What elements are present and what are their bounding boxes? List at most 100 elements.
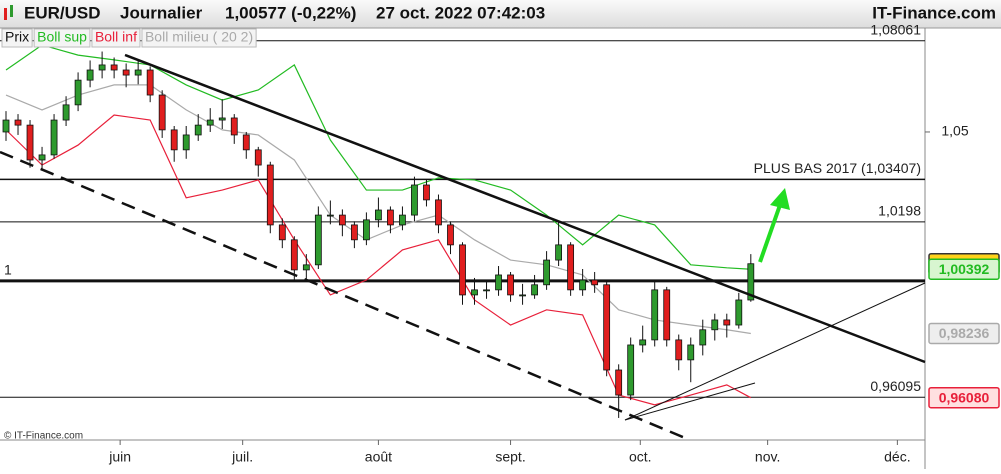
candle-body — [350, 224, 358, 241]
candle-body — [663, 289, 671, 341]
candle-body — [206, 119, 214, 126]
legend-label: Prix — [5, 29, 29, 45]
candle-body — [423, 184, 430, 201]
datetime: 27 oct. 2022 07:42:03 — [376, 3, 545, 22]
candle-body — [687, 344, 695, 361]
footer: © IT-Finance.com — [4, 431, 83, 442]
x-tick-label: août — [365, 449, 392, 465]
y-tick-label: 1,05 — [941, 123, 968, 139]
price-box-label: 1,00392 — [939, 261, 990, 277]
candle-body — [507, 274, 514, 296]
legend-box — [141, 28, 257, 48]
candle-body — [122, 69, 130, 76]
candle-body — [639, 339, 647, 346]
legend-label: Boll inf — [95, 29, 137, 45]
candle-body — [399, 214, 406, 226]
candle-body — [326, 214, 334, 217]
level-label: 1,08061 — [870, 21, 921, 37]
candle-body — [134, 69, 142, 76]
level-label: 1 — [4, 262, 12, 278]
candle-body — [182, 134, 190, 151]
candle-body — [62, 104, 70, 121]
trend-line-thin — [624, 282, 926, 421]
candle-body — [411, 184, 418, 216]
candle-body — [98, 64, 106, 71]
level-label: 0,96095 — [870, 378, 921, 394]
level-label: 1,0198 — [878, 203, 921, 219]
candle-body — [435, 199, 442, 226]
candle-body — [567, 244, 575, 291]
candle-body — [74, 79, 82, 106]
candle-body — [278, 224, 286, 241]
candle-body — [627, 344, 635, 396]
price-box — [928, 322, 1000, 345]
trend-line-thin — [624, 382, 756, 421]
x-tick-label: oct. — [629, 449, 652, 465]
arrow — [758, 204, 782, 263]
candle-body — [194, 124, 202, 136]
candle-body — [254, 149, 262, 166]
header-bar — [0, 0, 1001, 28]
candle-body — [519, 294, 526, 297]
legend-box — [33, 28, 91, 48]
symbol: EUR/USD — [24, 3, 101, 22]
price-box-label: 0,96080 — [939, 389, 990, 405]
bollinger-line — [5, 84, 751, 335]
candle-body — [218, 117, 226, 121]
x-tick-label: juin — [108, 449, 131, 465]
candle-body — [723, 319, 731, 326]
candle-body — [747, 263, 755, 301]
candle-body — [146, 69, 154, 96]
legend: Prix Boll sup Boll inf Boll milieu ( 20 2) — [1, 28, 257, 48]
candle-body — [242, 134, 250, 151]
candle-body — [651, 289, 659, 341]
legend-box — [1, 28, 33, 48]
candle-body — [375, 209, 382, 221]
price-box — [928, 386, 1000, 409]
price-box — [928, 258, 1000, 280]
icon — [4, 8, 7, 20]
candle-body — [555, 244, 563, 261]
x-tick-label: déc. — [884, 449, 910, 465]
candle-body — [579, 279, 587, 291]
candle-body — [170, 129, 178, 151]
candle-body — [26, 124, 34, 161]
candle-body — [675, 339, 683, 361]
candle-body — [711, 319, 719, 331]
icon — [10, 5, 13, 17]
candle-body — [50, 119, 58, 156]
candle-body — [387, 209, 394, 226]
candle-body — [110, 64, 118, 71]
x-tick-label: nov. — [755, 449, 780, 465]
legend-label: Boll milieu ( 20 2) — [145, 29, 253, 45]
x-tick-label: juil. — [231, 449, 253, 465]
trend-line — [124, 53, 926, 364]
candle-body — [266, 164, 274, 226]
period: Journalier — [120, 3, 203, 22]
candle-body — [531, 284, 538, 296]
candle-body — [735, 299, 743, 326]
candle-body — [38, 154, 46, 161]
bollinger-line — [5, 44, 751, 270]
candle-body — [290, 239, 298, 271]
arrow-head — [770, 188, 790, 210]
trend-line-dashed — [0, 150, 691, 442]
candle-body — [483, 289, 490, 292]
candle-body — [471, 289, 478, 296]
quote: 1,00577 (-0,22%) — [225, 3, 356, 22]
candle-body — [603, 284, 611, 371]
plot: 1,08061 PLUS BAS 2017 (1,03407) 1,0198 1 0,9… — [0, 21, 925, 418]
candle-body — [615, 369, 623, 396]
candle-body — [447, 224, 454, 246]
candle-body — [302, 264, 310, 271]
brand: IT-Finance.com — [872, 3, 996, 22]
candle-body — [495, 274, 502, 291]
price-box-label: 0,98236 — [939, 325, 990, 341]
candle-body — [230, 117, 238, 136]
candle-body — [2, 119, 10, 133]
candle-body — [14, 119, 22, 126]
x-tick-label: sept. — [495, 449, 525, 465]
legend-label: Boll sup — [37, 29, 87, 45]
candle-body — [459, 244, 466, 296]
